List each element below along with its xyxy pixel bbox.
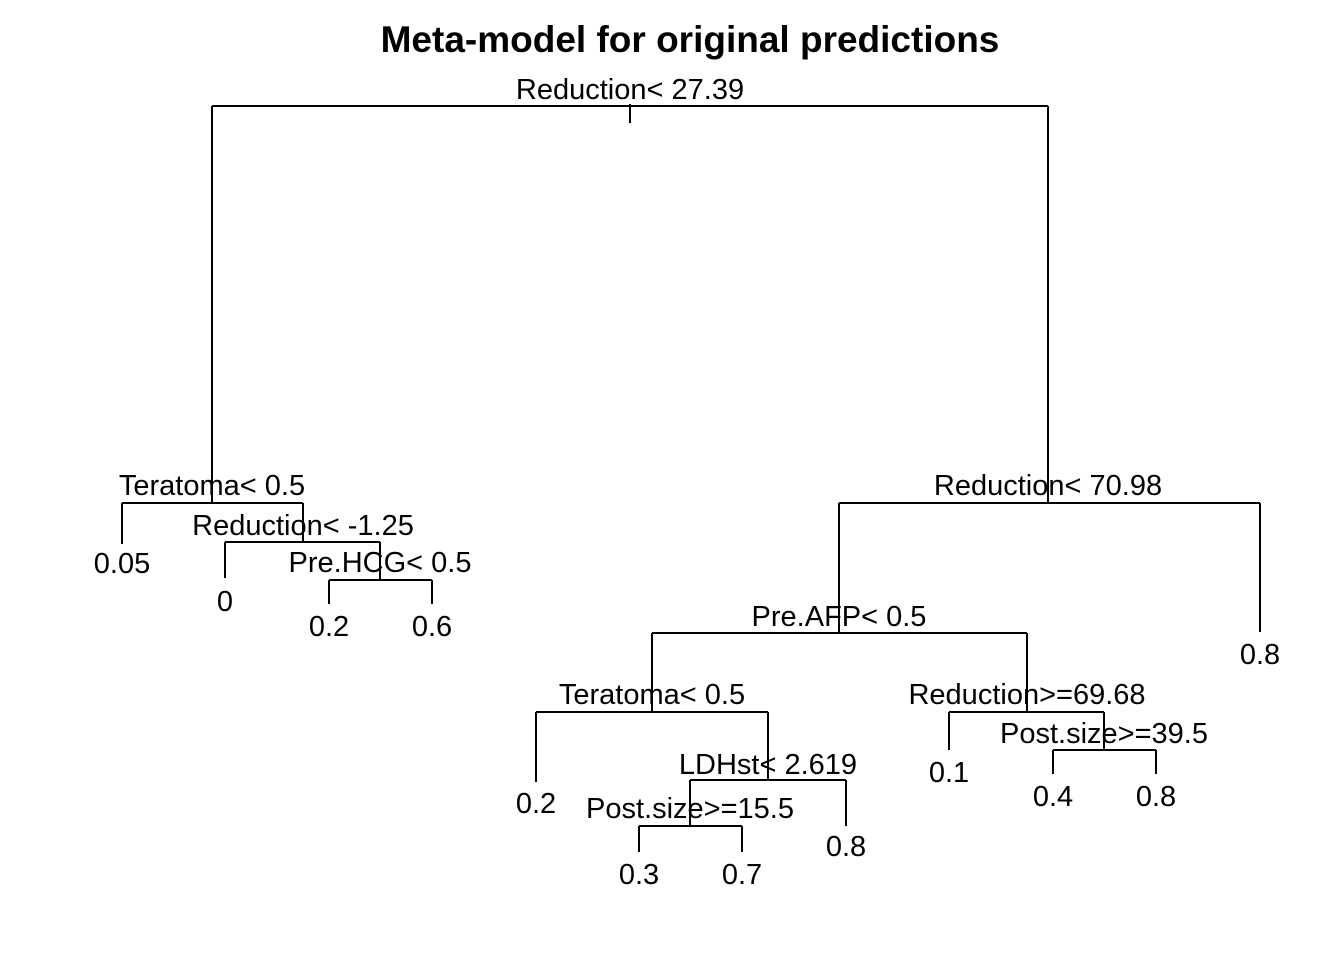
split-label: LDHst< 2.619 [679,749,857,781]
leaf-value: 0.8 [1240,639,1280,671]
leaf-value: 0.3 [619,859,659,891]
split-node-rlr: Reduction>=69.68 [908,679,1146,750]
leaf-value: 0.1 [929,757,969,789]
split-node-rll: Teratoma< 0.5 [535,679,769,782]
split-label: Teratoma< 0.5 [559,679,745,711]
split-label: Reduction>=69.68 [908,679,1145,711]
split-label: Reduction< 70.98 [934,470,1162,502]
split-node-r: Reduction< 70.98 [838,470,1261,633]
leaf-value: 0.4 [1033,781,1073,813]
leaf-value: 0.2 [309,611,349,643]
split-node-lrr: Pre.HCG< 0.5 [289,547,472,604]
leaf-value: 0 [217,586,233,618]
leaf-value: 0.2 [516,788,556,820]
split-node-l: Teratoma< 0.5 [119,470,305,544]
split-label: Reduction< 27.39 [516,74,744,106]
split-label: Post.size>=39.5 [1000,718,1208,750]
split-node-rlrr: Post.size>=39.5 [1000,718,1208,774]
split-label: Teratoma< 0.5 [119,470,305,502]
split-label: Pre.AFP< 0.5 [752,601,927,633]
split-node-rllr: LDHst< 2.619 [679,749,857,826]
split-node-root: Reduction< 27.39 [211,74,1049,503]
split-node-rl: Pre.AFP< 0.5 [651,601,1028,712]
split-label: Post.size>=15.5 [586,793,794,825]
leaf-value: 0.7 [722,859,762,891]
chart-title: Meta-model for original predictions [381,19,1000,60]
split-node-rllrl: Post.size>=15.5 [586,793,794,852]
split-node-lr: Reduction< -1.25 [192,510,414,580]
leaf-value: 0.05 [94,548,150,580]
leaf-value: 0.8 [826,831,866,863]
split-label: Reduction< -1.25 [192,510,414,542]
leaf-value: 0.8 [1136,781,1176,813]
leaf-value: 0.6 [412,611,452,643]
split-label: Pre.HCG< 0.5 [289,547,472,579]
